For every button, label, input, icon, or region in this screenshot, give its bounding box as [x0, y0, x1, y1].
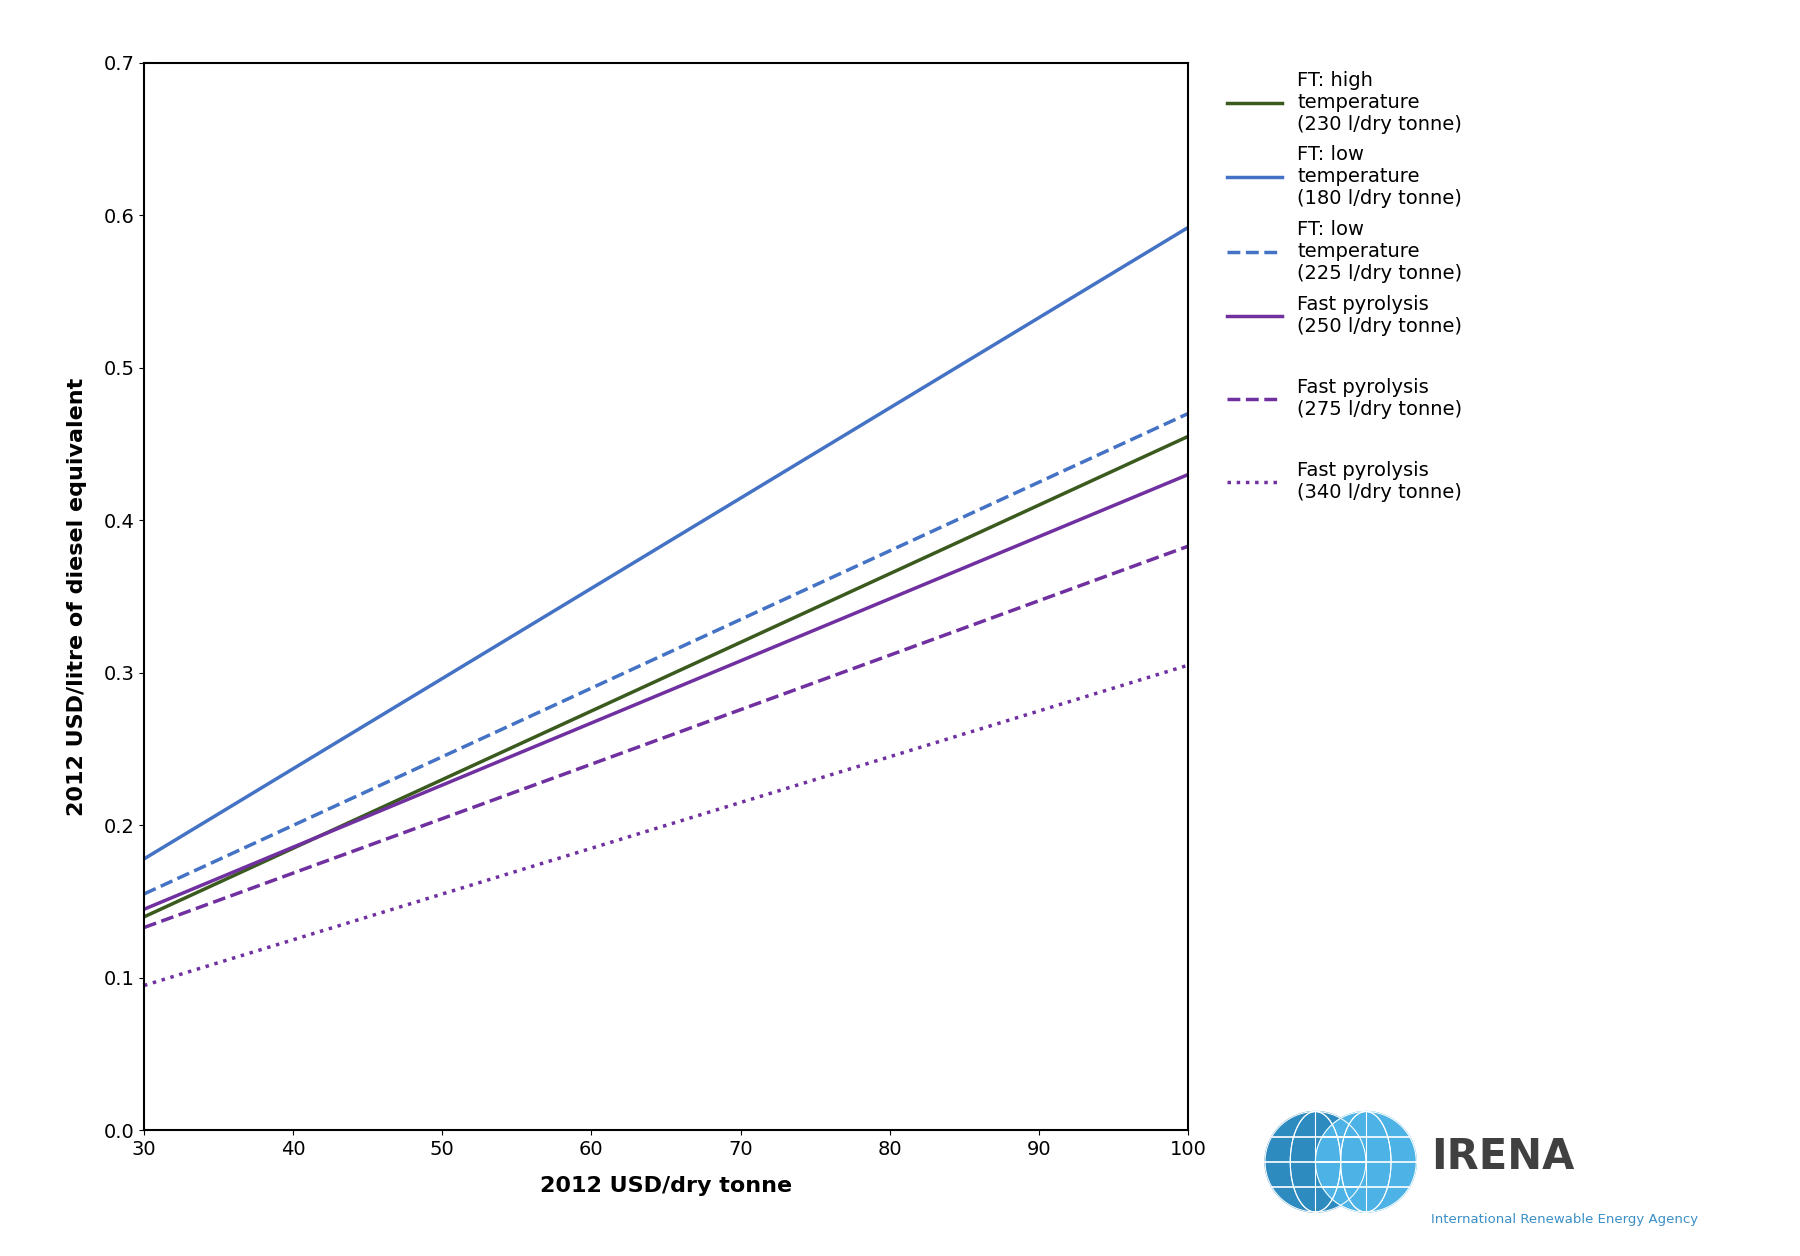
Circle shape	[1265, 1112, 1366, 1212]
Text: IRENA: IRENA	[1431, 1135, 1575, 1178]
Text: International Renewable Energy Agency: International Renewable Energy Agency	[1431, 1213, 1699, 1226]
X-axis label: 2012 USD/dry tonne: 2012 USD/dry tonne	[540, 1176, 792, 1196]
Legend: FT: high
temperature
(230 l/dry tonne), FT: low
temperature
(180 l/dry tonne), F: FT: high temperature (230 l/dry tonne), …	[1219, 63, 1471, 510]
Y-axis label: 2012 USD/litre of diesel equivalent: 2012 USD/litre of diesel equivalent	[67, 378, 86, 815]
Circle shape	[1316, 1112, 1417, 1212]
